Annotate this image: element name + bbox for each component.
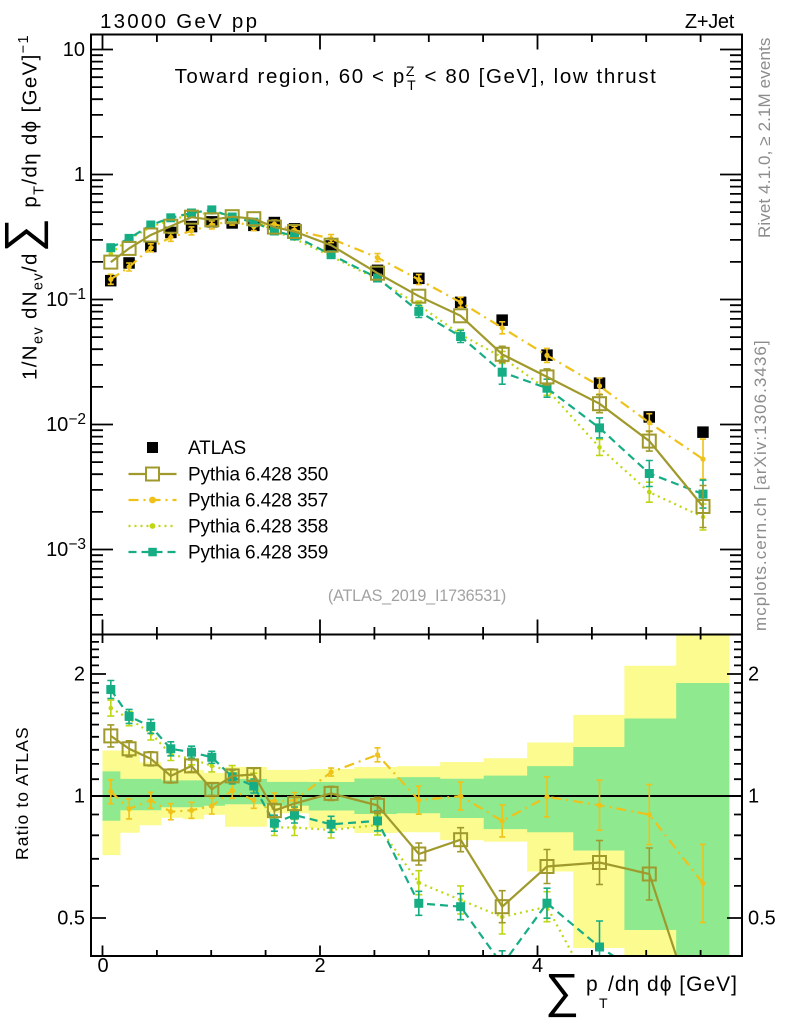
svg-text:Ratio to ATLAS: Ratio to ATLAS [12,726,32,860]
svg-text:2: 2 [74,664,85,686]
svg-text:10−3: 10−3 [46,536,86,561]
svg-text:Rivet 4.1.0, ≥ 2.1M events: Rivet 4.1.0, ≥ 2.1M events [755,38,774,239]
svg-text:ATLAS: ATLAS [188,438,246,459]
svg-text:/dη dϕ [GeV]: /dη dϕ [GeV] [608,973,738,996]
svg-text:2: 2 [314,955,325,977]
svg-text:10−1: 10−1 [46,286,86,311]
svg-text:0.5: 0.5 [748,908,776,930]
svg-text:(ATLAS_2019_I1736531): (ATLAS_2019_I1736531) [328,587,506,605]
svg-text:0.5: 0.5 [57,908,85,930]
svg-text:mcplots.cern.ch [arXiv:1306.34: mcplots.cern.ch [arXiv:1306.3436] [751,339,770,631]
svg-text:T: T [599,995,608,1011]
svg-text:p: p [586,973,599,996]
svg-text:2: 2 [748,664,759,686]
svg-text:Pythia 6.428 357: Pythia 6.428 357 [188,491,328,512]
svg-text:Z+Jet: Z+Jet [685,11,735,33]
svg-text:Pythia 6.428 350: Pythia 6.428 350 [188,465,328,486]
svg-text:4: 4 [532,955,543,977]
svg-text:10: 10 [63,39,85,61]
svg-text:∑: ∑ [545,965,579,1018]
svg-text:0: 0 [97,955,108,977]
svg-text:1: 1 [748,786,759,808]
svg-text:1: 1 [74,786,85,808]
svg-text:1: 1 [74,164,85,186]
svg-text:Pythia 6.428 359: Pythia 6.428 359 [188,543,328,564]
svg-text:13000 GeV pp: 13000 GeV pp [100,10,259,33]
svg-text:Pythia 6.428 358: Pythia 6.428 358 [188,517,328,538]
